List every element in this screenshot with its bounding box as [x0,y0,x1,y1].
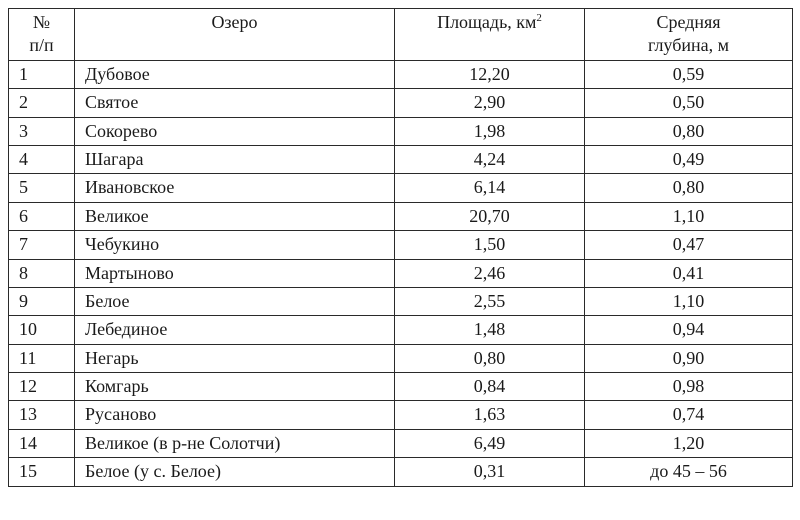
table-row: 1Дубовое12,200,59 [9,60,793,88]
cell-area: 12,20 [395,60,585,88]
cell-num: 15 [9,458,75,486]
col-header-depth-line2: глубина, м [648,35,729,55]
cell-name: Русаново [75,401,395,429]
cell-name: Белое (у с. Белое) [75,458,395,486]
col-header-num-line1: № [33,12,50,32]
table-row: 10Лебединое1,480,94 [9,316,793,344]
col-header-depth: Средняя глубина, м [585,9,793,61]
cell-num: 13 [9,401,75,429]
cell-depth: 0,98 [585,373,793,401]
table-row: 9Белое2,551,10 [9,287,793,315]
cell-name: Ивановское [75,174,395,202]
cell-depth: 0,80 [585,117,793,145]
cell-area: 2,46 [395,259,585,287]
col-header-area-sup: 2 [536,12,542,24]
cell-depth: 0,47 [585,231,793,259]
cell-num: 9 [9,287,75,315]
cell-num: 10 [9,316,75,344]
cell-num: 11 [9,344,75,372]
cell-depth: 0,49 [585,145,793,173]
col-header-area: Площадь, км2 [395,9,585,61]
col-header-area-line1: Площадь, км [437,12,536,32]
table-header: № п/п Озеро Площадь, км2 Средняя глубина… [9,9,793,61]
cell-area: 6,49 [395,429,585,457]
cell-area: 1,98 [395,117,585,145]
cell-area: 1,63 [395,401,585,429]
table-row: 7Чебукино1,500,47 [9,231,793,259]
cell-area: 0,84 [395,373,585,401]
table-row: 2Святое2,900,50 [9,89,793,117]
table-row: 15Белое (у с. Белое)0,31до 45 – 56 [9,458,793,486]
cell-name: Мартыново [75,259,395,287]
cell-name: Великое (в р-не Солотчи) [75,429,395,457]
table-row: 14Великое (в р-не Солотчи)6,491,20 [9,429,793,457]
table-row: 13Русаново1,630,74 [9,401,793,429]
cell-depth: 0,41 [585,259,793,287]
cell-area: 6,14 [395,174,585,202]
cell-name: Святое [75,89,395,117]
cell-area: 0,31 [395,458,585,486]
cell-name: Лебединое [75,316,395,344]
cell-depth: 0,94 [585,316,793,344]
cell-area: 2,90 [395,89,585,117]
cell-depth: 0,59 [585,60,793,88]
cell-area: 1,50 [395,231,585,259]
table-row: 6Великое20,701,10 [9,202,793,230]
col-header-num-line2: п/п [29,35,53,55]
col-header-name: Озеро [75,9,395,61]
cell-name: Комгарь [75,373,395,401]
cell-num: 4 [9,145,75,173]
table-row: 4Шагара4,240,49 [9,145,793,173]
col-header-depth-line1: Средняя [656,12,720,32]
cell-area: 1,48 [395,316,585,344]
cell-num: 14 [9,429,75,457]
cell-area: 2,55 [395,287,585,315]
table-row: 5Ивановское6,140,80 [9,174,793,202]
table-row: 11Негарь0,800,90 [9,344,793,372]
cell-num: 3 [9,117,75,145]
table-row: 12Комгарь0,840,98 [9,373,793,401]
cell-num: 12 [9,373,75,401]
cell-depth: 0,80 [585,174,793,202]
cell-num: 1 [9,60,75,88]
cell-area: 4,24 [395,145,585,173]
table-row: 3Сокорево1,980,80 [9,117,793,145]
cell-name: Чебукино [75,231,395,259]
cell-name: Белое [75,287,395,315]
cell-depth: 0,90 [585,344,793,372]
col-header-name-line1: Озеро [211,12,257,32]
cell-depth: 1,10 [585,202,793,230]
cell-depth: до 45 – 56 [585,458,793,486]
col-header-num: № п/п [9,9,75,61]
cell-name: Шагара [75,145,395,173]
cell-depth: 1,20 [585,429,793,457]
table-row: 8Мартыново2,460,41 [9,259,793,287]
cell-num: 6 [9,202,75,230]
cell-depth: 1,10 [585,287,793,315]
cell-num: 2 [9,89,75,117]
cell-area: 0,80 [395,344,585,372]
cell-depth: 0,74 [585,401,793,429]
table-body: 1Дубовое12,200,592Святое2,900,503Сокорев… [9,60,793,486]
cell-num: 5 [9,174,75,202]
cell-name: Великое [75,202,395,230]
cell-name: Сокорево [75,117,395,145]
cell-num: 7 [9,231,75,259]
lakes-table: № п/п Озеро Площадь, км2 Средняя глубина… [8,8,793,487]
cell-name: Дубовое [75,60,395,88]
cell-num: 8 [9,259,75,287]
cell-depth: 0,50 [585,89,793,117]
cell-name: Негарь [75,344,395,372]
cell-area: 20,70 [395,202,585,230]
